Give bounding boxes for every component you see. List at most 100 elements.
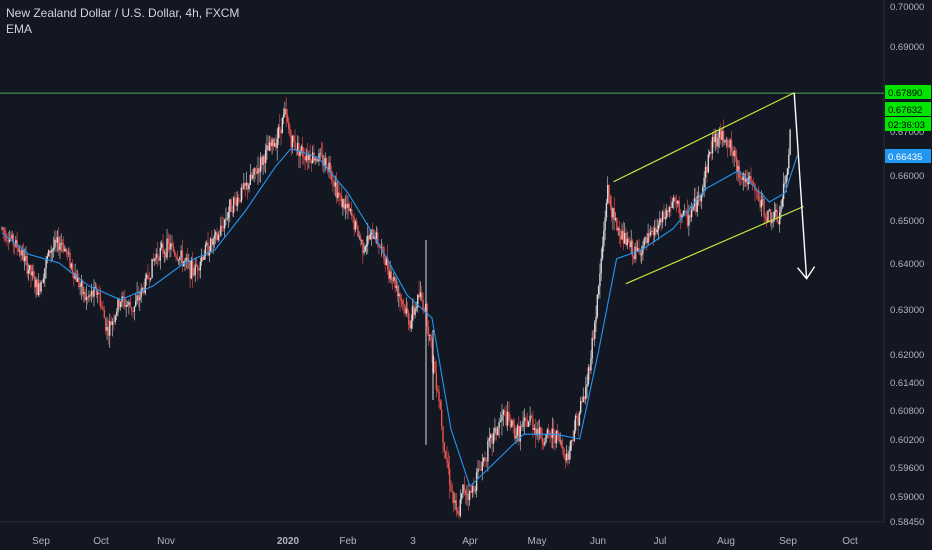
plot-area [0,92,884,520]
candle-body [467,494,469,501]
candle-body [769,209,772,224]
candle-body [226,217,228,219]
candle-body [377,232,379,245]
candle-body [577,417,579,426]
candle-body [46,256,49,260]
candle-body [109,321,111,336]
candle-body [742,173,744,180]
candle-body [758,191,760,202]
candle-body [564,457,567,461]
candle-body [551,428,554,438]
candle-body [378,244,380,248]
candle-body [714,133,716,143]
candle-body [180,250,182,258]
candle-body [54,239,56,248]
candle-body [488,437,490,441]
candle-body [79,286,81,288]
candle-body [621,230,623,240]
candle-body [59,244,61,251]
candle-body [537,429,540,435]
candle-body [446,457,448,463]
candle-body [263,156,266,164]
candle-body [247,182,249,190]
candle-body [345,204,348,208]
candle-body [318,153,320,162]
candle-body [88,295,90,298]
candle-body [596,294,599,317]
candle-body [208,251,211,256]
candle-body [166,238,168,258]
candle-body [145,274,148,279]
candle-body [261,157,263,165]
candle-body [103,309,106,319]
candle-body [663,211,665,219]
candle-body [603,230,605,246]
candle-body [405,308,407,314]
candle-body [739,177,742,179]
candle-body [670,207,672,208]
candle-body [358,236,360,237]
candle-body [13,244,16,246]
candle-body [282,114,285,119]
candle-body [29,265,31,271]
x-tick-label: Oct [842,536,858,547]
candle-body [136,295,138,302]
candle-body [176,257,178,260]
candle-body [444,451,447,458]
candle-body [696,196,698,213]
candle-body [338,192,340,196]
candle-body [532,418,534,431]
candle-body [227,211,230,218]
candle-body [763,199,765,217]
candle-body [393,276,395,281]
candle-body [398,293,400,297]
candle-body [643,238,645,246]
candle-body [627,238,630,243]
candle-body [692,206,694,211]
y-tick-label: 0.63000 [890,305,924,316]
candle-body [601,245,604,259]
candle-body [76,277,79,282]
candle-body [354,221,357,230]
candle-body [523,417,526,422]
candle-body [625,232,627,246]
candle-body [300,146,303,151]
candle-body [11,234,13,239]
x-tick-label: Apr [462,536,478,547]
candle-body [143,287,145,294]
candle-body [734,150,737,158]
candle-body [85,297,88,300]
candle-body [277,126,280,139]
candle-body [177,259,180,261]
candle-body [45,259,47,269]
candle-body [605,203,608,218]
candle-body [519,426,521,442]
candle-body [767,210,769,222]
candle-body [115,312,118,316]
candle-body [66,251,69,254]
candle-body [110,321,112,325]
candle-body [554,438,556,444]
candle-body [152,258,155,261]
candle-body [788,154,790,169]
candle-body [200,256,203,262]
candle-body [104,318,107,331]
candle-body [559,440,561,442]
candle-body [135,301,137,307]
candle-body [375,232,378,241]
candle-body [211,238,213,245]
candle-body [618,228,621,237]
candle-body [315,158,318,162]
candle-body [675,200,678,204]
candle-body [304,157,306,161]
candle-body [216,232,218,240]
candle-body [513,424,516,439]
candle-body [617,228,619,231]
x-tick-label: Feb [339,536,357,547]
candle-body [42,278,45,283]
candle-body [21,249,23,256]
candle-body [396,286,399,297]
candle-body [401,300,404,305]
candle-body [98,292,100,294]
